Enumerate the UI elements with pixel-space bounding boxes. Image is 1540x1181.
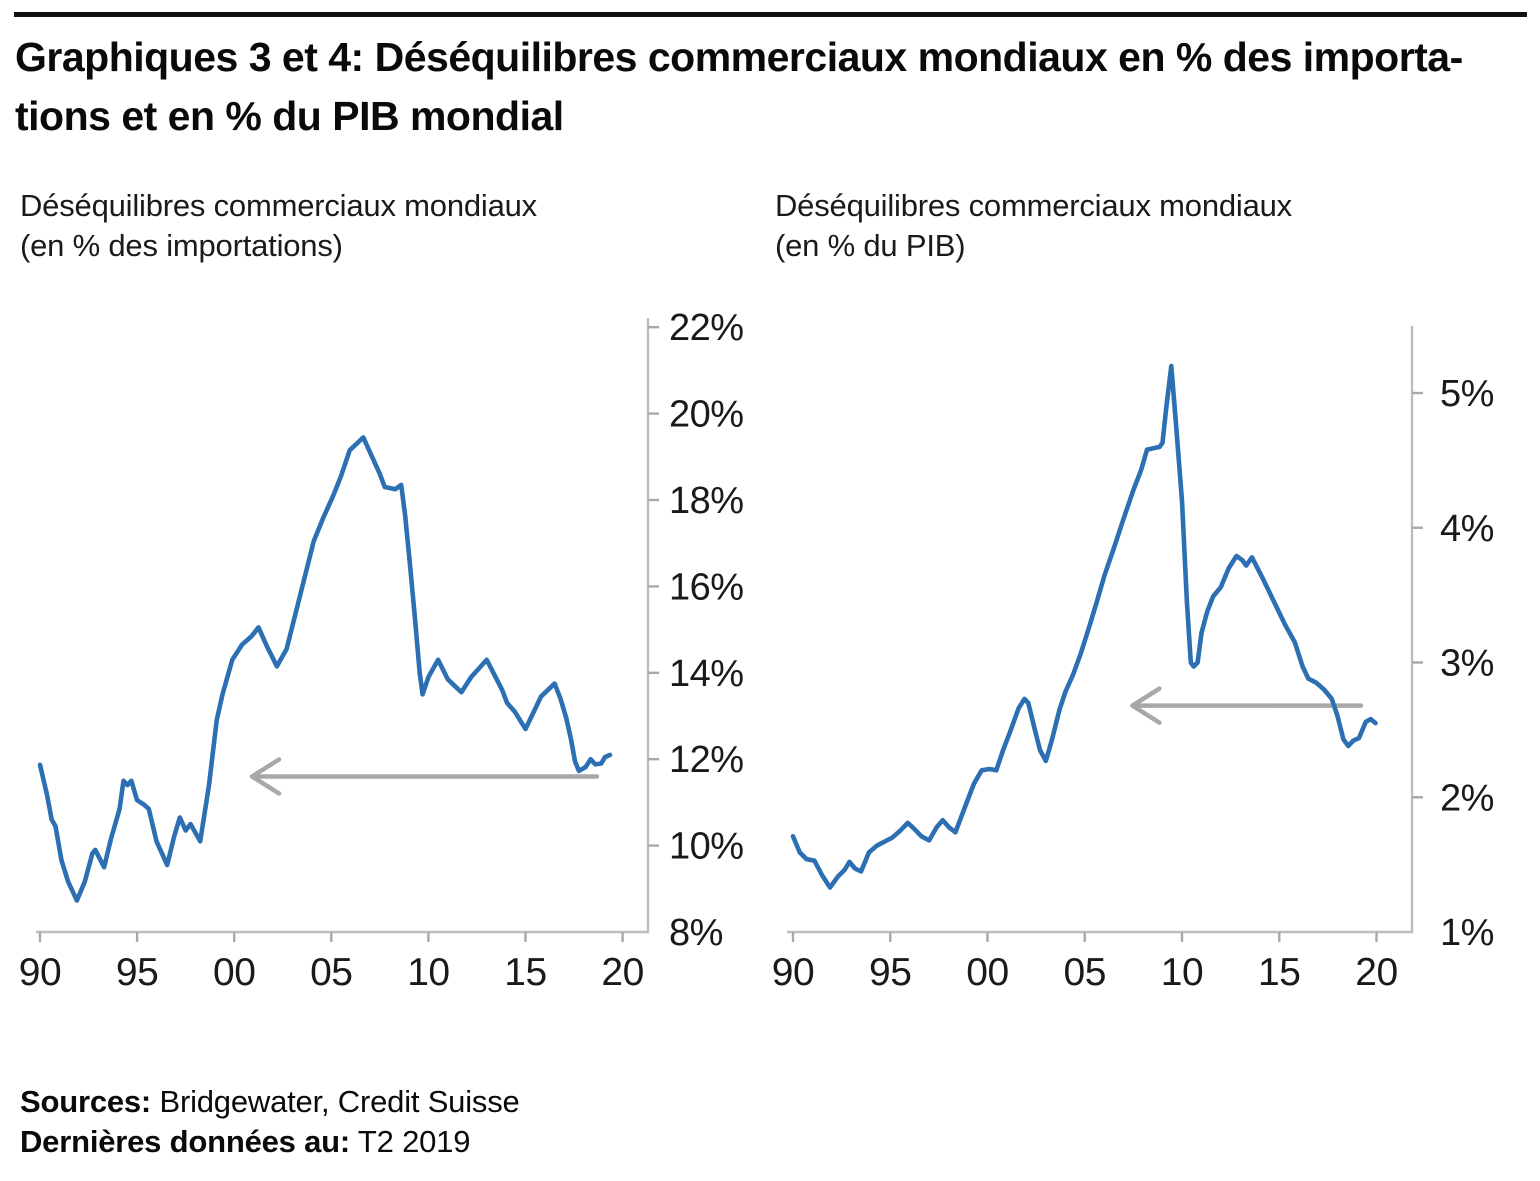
x-tick-label: 90 — [19, 951, 61, 994]
right-chart-subtitle: Déséquilibres commerciaux mondiaux (en %… — [775, 186, 1292, 266]
x-tick-label: 15 — [504, 951, 546, 994]
y-tick-label: 20% — [669, 394, 744, 436]
y-tick-label: 1% — [1440, 912, 1494, 954]
trend-arrow-head-upper — [1130, 686, 1162, 708]
y-tick-label: 5% — [1440, 373, 1494, 415]
trend-arrow — [1130, 686, 1364, 725]
sources-value: Bridgewater, Credit Suisse — [151, 1084, 520, 1119]
trend-arrow-head-lower — [1130, 703, 1162, 725]
y-tick-label: 16% — [669, 566, 744, 608]
sources-label: Sources: — [20, 1084, 152, 1119]
left-chart: 90 95 00 05 10 15 20 22% 20% 18% 16% 14% 12% 10% 8% — [19, 307, 744, 994]
top-rule — [14, 12, 1527, 17]
last-data-value: T2 2019 — [350, 1124, 471, 1159]
x-tick-label: 95 — [869, 951, 911, 994]
x-tick-label: 95 — [116, 951, 158, 994]
trend-arrow-head-upper — [249, 757, 282, 779]
left-chart-subtitle: Déséquilibres commerciaux mondiaux (en %… — [20, 186, 537, 266]
y-tick-label: 14% — [669, 653, 744, 695]
y-tick-label: 3% — [1440, 643, 1494, 685]
y-tick-label: 4% — [1440, 508, 1494, 550]
y-tick-label: 2% — [1440, 777, 1494, 819]
x-tick-label: 20 — [601, 951, 643, 994]
right-chart-subtitle-line2: (en % du PIB) — [775, 228, 966, 263]
y-tick-label: 18% — [669, 480, 744, 522]
figure-title: Graphiques 3 et 4: Déséquilibres commerc… — [15, 28, 1515, 146]
sources-line: Sources: Bridgewater, Credit Suisse — [20, 1082, 520, 1122]
last-data-line: Dernières données au: T2 2019 — [20, 1122, 520, 1162]
x-tick-label: 20 — [1355, 951, 1397, 994]
x-tick-label: 10 — [1161, 951, 1203, 994]
figure-title-line1: Graphiques 3 et 4: Déséquilibres commerc… — [15, 34, 1463, 80]
x-tick-label: 90 — [772, 951, 814, 994]
x-tick-label: 00 — [213, 951, 255, 994]
series-line — [37, 435, 613, 903]
figure-footer: Sources: Bridgewater, Credit Suisse Dern… — [20, 1082, 520, 1162]
y-tick-label: 22% — [669, 307, 744, 349]
y-tick-label: 8% — [669, 912, 723, 954]
x-tick-label: 10 — [407, 951, 449, 994]
last-data-label: Dernières données au: — [20, 1124, 351, 1159]
trend-arrow — [249, 757, 600, 796]
series-line — [790, 363, 1378, 890]
right-chart-subtitle-line1: Déséquilibres commerciaux mondiaux — [775, 188, 1292, 223]
y-tick-label: 12% — [669, 739, 744, 781]
x-tick-label: 00 — [966, 951, 1008, 994]
trend-arrow-head-lower — [249, 774, 282, 796]
figure-title-line2: tions et en % du PIB mondial — [15, 93, 564, 139]
x-tick-label: 05 — [1064, 951, 1106, 994]
y-tick-label: 10% — [669, 826, 744, 868]
right-chart: 90 95 00 05 10 15 20 5% 4% 3% 2% 1% — [772, 326, 1494, 994]
left-chart-subtitle-line1: Déséquilibres commerciaux mondiaux — [20, 188, 537, 223]
x-tick-label: 05 — [310, 951, 352, 994]
left-chart-subtitle-line2: (en % des importations) — [20, 228, 343, 263]
x-tick-label: 15 — [1258, 951, 1300, 994]
